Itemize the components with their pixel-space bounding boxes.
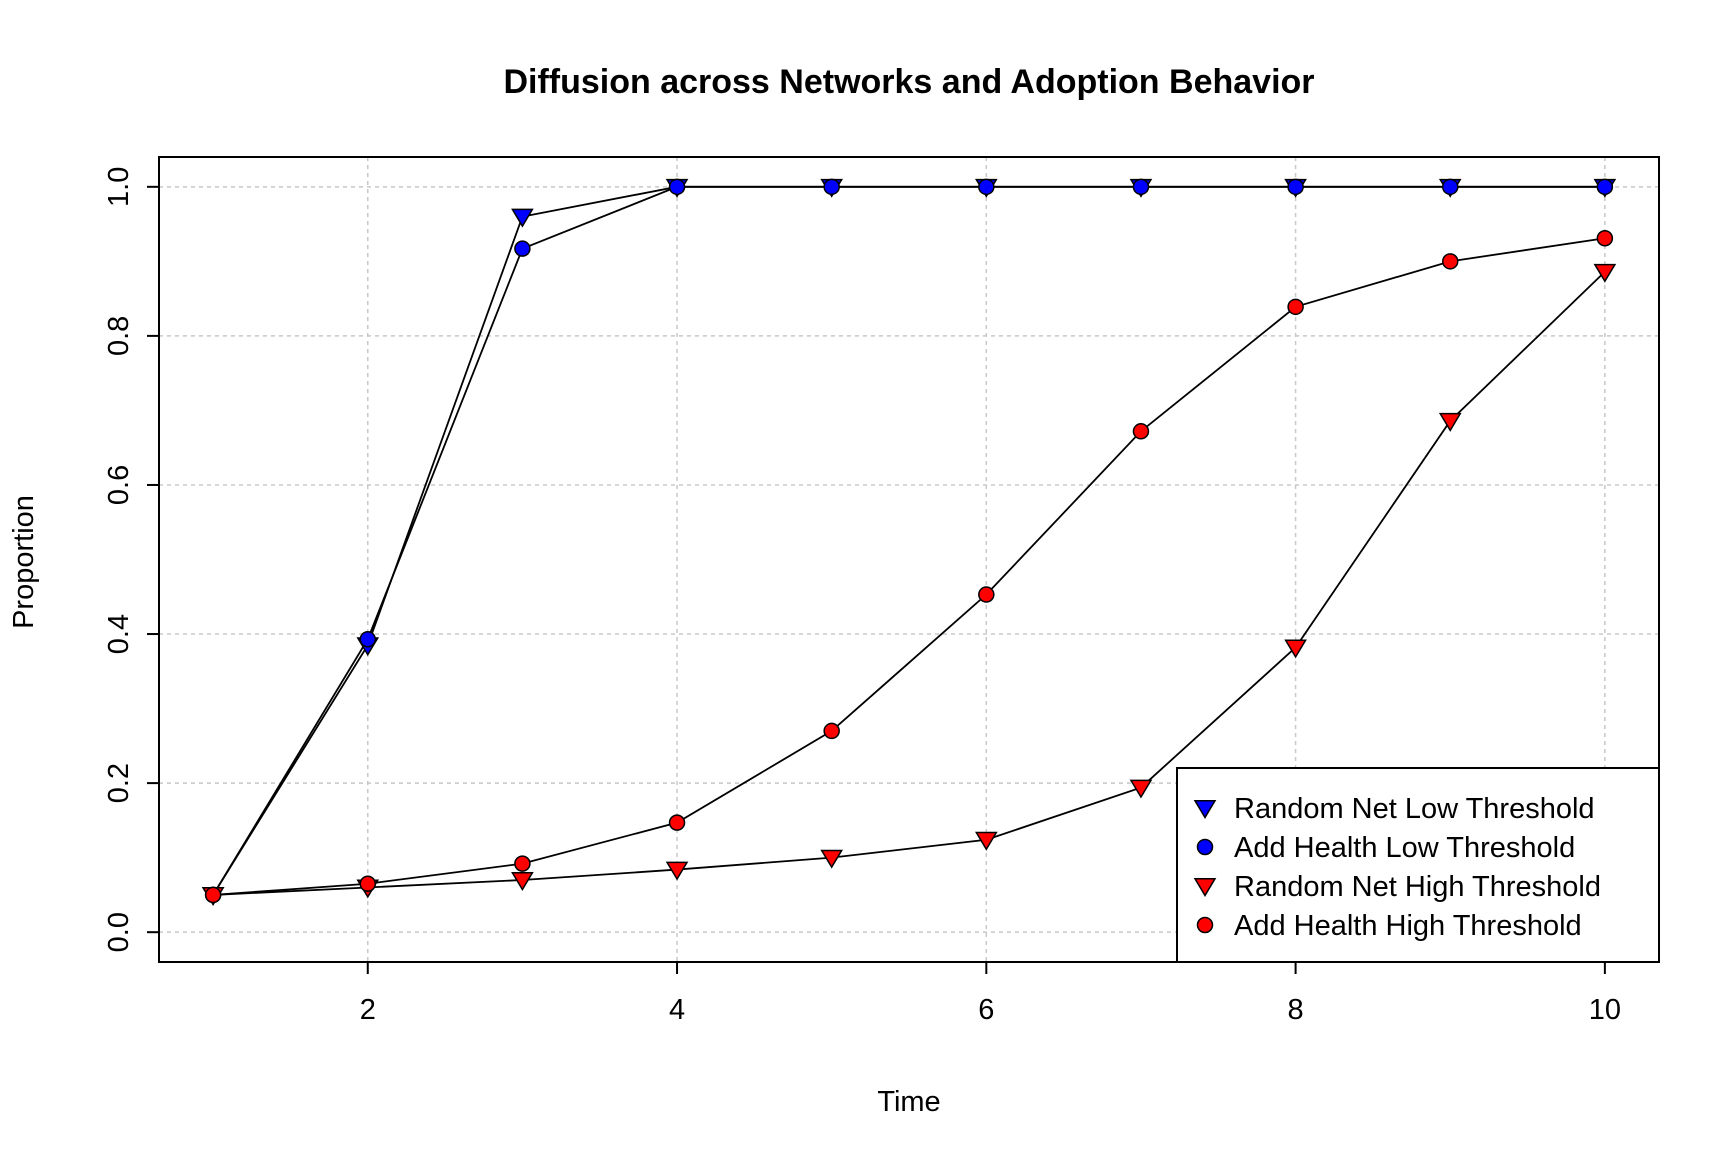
data-point-series-2	[820, 849, 844, 869]
data-point-series-3	[359, 875, 377, 892]
data-point-series-3	[514, 855, 531, 872]
x-tick-label: 8	[1288, 994, 1304, 1026]
data-point-series-3	[1596, 229, 1614, 247]
x-tick-label: 6	[978, 994, 994, 1026]
y-axis: 0.0 0.2 0.4 0.6 0.8 1.0	[103, 167, 160, 952]
data-point-series-3	[668, 814, 686, 831]
y-tick-label: 0.8	[103, 316, 135, 356]
data-point-series-1	[1441, 178, 1459, 196]
data-point-series-1	[823, 178, 840, 196]
series-line-2	[213, 271, 1606, 896]
legend-marker	[1193, 878, 1217, 897]
legend-marker	[1196, 838, 1214, 856]
legend-label: Random Net Low Threshold	[1234, 793, 1595, 825]
data-point-series-1	[668, 178, 686, 196]
data-point-series-3	[978, 586, 995, 603]
y-tick-label: 1.0	[103, 167, 135, 207]
data-point-series-2	[665, 861, 689, 881]
legend-box	[1176, 767, 1660, 963]
data-point-series-3	[204, 886, 222, 904]
data-point-series-0	[511, 208, 534, 228]
x-tick-label: 4	[669, 994, 685, 1026]
data-point-series-3	[1441, 253, 1459, 270]
data-point-series-2	[1129, 779, 1153, 799]
x-axis-label: Time	[877, 1086, 940, 1118]
y-tick-label: 0.4	[103, 614, 135, 654]
chart-title: Diffusion across Networks and Adoption B…	[503, 63, 1314, 101]
legend-label: Add Health Low Threshold	[1234, 832, 1575, 864]
y-tick-label: 0.6	[103, 465, 135, 505]
y-tick-label: 0.2	[103, 763, 135, 803]
x-tick-label: 10	[1589, 994, 1621, 1026]
data-point-series-2	[511, 872, 534, 891]
data-point-series-1	[1287, 178, 1304, 196]
data-point-series-2	[1593, 263, 1617, 283]
y-axis-label: Proportion	[8, 495, 40, 629]
data-point-series-1	[1596, 178, 1614, 196]
series-lines	[212, 185, 1606, 896]
legend-marker	[1193, 800, 1217, 819]
data-point-series-2	[1438, 412, 1462, 432]
data-point-series-1	[978, 178, 995, 196]
legend-label: Add Health High Threshold	[1234, 910, 1582, 942]
series-line-3	[213, 237, 1606, 896]
data-point-series-2	[974, 831, 998, 851]
y-tick-label: 0.0	[103, 912, 135, 952]
x-axis: 2 4 6 8 10	[360, 961, 1621, 1026]
x-tick-label: 2	[360, 994, 376, 1026]
series-markers	[201, 178, 1617, 906]
data-point-series-3	[1132, 423, 1150, 440]
data-point-series-1	[359, 631, 377, 648]
data-point-series-3	[823, 722, 840, 740]
legend-label: Random Net High Threshold	[1234, 871, 1601, 903]
data-point-series-2	[1284, 639, 1307, 659]
series-line-1	[212, 185, 1605, 896]
legend-marker	[1196, 916, 1214, 934]
data-point-series-3	[1287, 298, 1304, 316]
data-point-series-1	[514, 240, 531, 257]
legend: Random Net Low Threshold Add Health Low T…	[1176, 767, 1660, 963]
data-point-series-1	[1132, 178, 1150, 196]
